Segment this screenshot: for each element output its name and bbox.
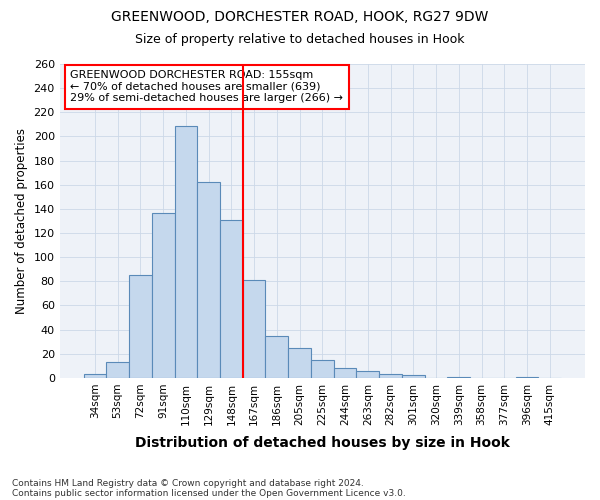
Bar xyxy=(83,374,106,378)
Bar xyxy=(379,374,402,378)
Bar xyxy=(311,360,334,378)
Text: GREENWOOD DORCHESTER ROAD: 155sqm
← 70% of detached houses are smaller (639)
29%: GREENWOOD DORCHESTER ROAD: 155sqm ← 70% … xyxy=(70,70,343,104)
Bar xyxy=(288,348,311,378)
Text: GREENWOOD, DORCHESTER ROAD, HOOK, RG27 9DW: GREENWOOD, DORCHESTER ROAD, HOOK, RG27 9… xyxy=(112,10,488,24)
Bar xyxy=(402,376,425,378)
Bar xyxy=(197,182,220,378)
Bar xyxy=(515,376,538,378)
Bar xyxy=(175,126,197,378)
Bar xyxy=(129,276,152,378)
Bar xyxy=(243,280,265,378)
Bar xyxy=(448,376,470,378)
Bar xyxy=(152,212,175,378)
Bar xyxy=(265,336,288,378)
Bar xyxy=(106,362,129,378)
Bar xyxy=(356,370,379,378)
Text: Contains HM Land Registry data © Crown copyright and database right 2024.: Contains HM Land Registry data © Crown c… xyxy=(12,478,364,488)
Bar xyxy=(220,220,243,378)
Text: Contains public sector information licensed under the Open Government Licence v3: Contains public sector information licen… xyxy=(12,488,406,498)
Bar xyxy=(334,368,356,378)
Y-axis label: Number of detached properties: Number of detached properties xyxy=(15,128,28,314)
Text: Size of property relative to detached houses in Hook: Size of property relative to detached ho… xyxy=(135,32,465,46)
X-axis label: Distribution of detached houses by size in Hook: Distribution of detached houses by size … xyxy=(135,436,510,450)
